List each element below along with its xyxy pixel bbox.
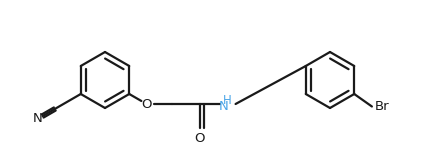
Text: H: H [223,93,231,107]
Text: O: O [194,131,204,145]
Text: Br: Br [374,100,388,113]
Text: O: O [141,97,151,111]
Text: N: N [218,100,228,112]
Text: N: N [33,112,42,126]
